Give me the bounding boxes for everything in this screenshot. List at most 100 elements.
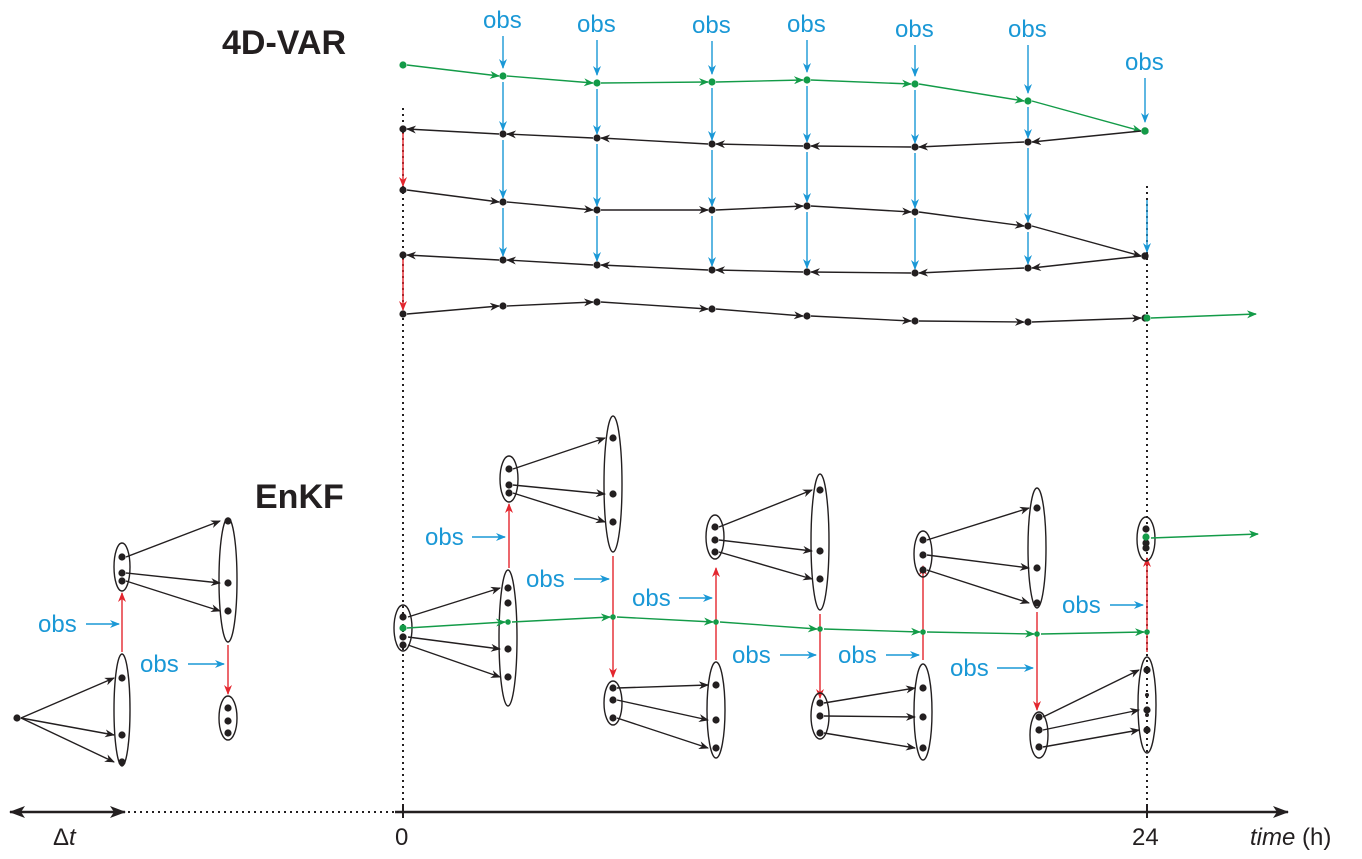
ensemble-member-dot — [711, 548, 719, 556]
var4d-row2-arrow — [918, 141, 1025, 151]
ensemble-mean-dot — [1144, 629, 1150, 635]
ensemble-member-dot — [505, 489, 513, 497]
ensemble-member-dot — [118, 758, 126, 766]
enkf-obs-label: obs — [632, 585, 671, 612]
var4d-row1-dot — [708, 78, 716, 86]
ensemble-member-dot — [816, 729, 824, 737]
var4d-row4-arrow — [406, 251, 500, 261]
ensemble-member-dot — [711, 523, 719, 531]
ensemble-member-dot — [1142, 544, 1150, 552]
dt-label: Δt — [53, 824, 77, 851]
var4d-row1-dot — [499, 72, 507, 80]
ensemble-ellipse — [1136, 516, 1156, 562]
ensemble-forecast-arrow — [926, 506, 1030, 541]
ensemble-ellipse — [498, 569, 518, 707]
var4d-row2-dot — [593, 134, 601, 142]
ensemble-forecast-arrow — [407, 644, 501, 678]
ensemble-member-dot — [712, 744, 720, 752]
var4d-row3-arrow — [715, 202, 804, 211]
ensemble-forecast-arrow — [718, 489, 813, 528]
ensemble-forecast-arrow — [20, 717, 115, 763]
ensemble-ellipse — [113, 653, 131, 767]
ensemble-forecast-arrow — [616, 699, 709, 722]
var4d-row4-dot — [1024, 264, 1032, 272]
var4d-row5-dot — [593, 298, 601, 306]
ensemble-member-dot — [118, 577, 126, 585]
ensemble-mean-dot — [610, 614, 616, 620]
var4d-row3-arrow — [406, 189, 500, 205]
ensemble-forecast-arrow — [407, 636, 501, 652]
var4d-row4-dot — [803, 268, 811, 276]
ensemble-ellipse — [499, 455, 519, 503]
ensemble-member-dot — [816, 699, 824, 707]
ensemble-forecast-arrow — [407, 586, 501, 618]
ensemble-ellipse — [1029, 711, 1049, 759]
enkf-forecast-mean-arrow — [1150, 530, 1259, 539]
ensemble-member-dot — [609, 714, 617, 722]
ensemble-member-dot — [919, 744, 927, 752]
ensemble-member-dot — [1143, 726, 1151, 734]
var4d-row3-dot — [399, 186, 407, 194]
var4d-row5-dot — [1024, 318, 1032, 326]
ensemble-ellipse — [1137, 656, 1157, 754]
ensemble-member-dot — [1143, 706, 1151, 714]
enkf-obs-label: obs — [526, 566, 565, 593]
ensemble-forecast-arrow — [125, 580, 221, 613]
enkf-mean-arrow — [719, 621, 818, 633]
ensemble-member-dot — [1142, 525, 1150, 533]
ensemble-member-dot — [504, 673, 512, 681]
ensemble-member-dot — [712, 716, 720, 724]
var4d-row3-arrow — [918, 211, 1025, 229]
ensemble-member-dot — [1142, 539, 1150, 547]
var4d-row5-dot — [499, 302, 507, 310]
var4d-row1-dot — [911, 80, 919, 88]
ensemble-member-dot — [919, 713, 927, 721]
ensemble-mean-dot — [713, 619, 719, 625]
ensemble-forecast-arrow — [926, 554, 1030, 571]
ensemble-member-dot — [609, 490, 617, 498]
var4d-row2-arrow — [1031, 130, 1142, 146]
ensemble-ellipse — [706, 661, 726, 759]
ensemble-ellipse — [603, 415, 623, 553]
ensemble-member-dot — [224, 729, 232, 737]
var4d-row2-dot — [708, 140, 716, 148]
enkf-mean-arrow — [926, 629, 1035, 638]
var4d-obs-label: obs — [787, 11, 826, 38]
ensemble-forecast-arrow — [926, 569, 1030, 605]
ensemble-member-dot — [711, 536, 719, 544]
var4d-row5-arrow — [506, 298, 594, 307]
ensemble-mean-dot — [817, 626, 823, 632]
ensemble-ellipse — [603, 680, 623, 726]
var4d-row3-arrow — [1031, 225, 1142, 258]
ensemble-member-dot — [919, 536, 927, 544]
time-label: time (h) — [1250, 824, 1331, 851]
var4d-row4-arrow — [918, 267, 1025, 277]
ensemble-forecast-arrow — [512, 492, 606, 524]
enkf-obs-label: obs — [38, 611, 77, 638]
var4d-obs-label: obs — [577, 11, 616, 38]
var4d-row1-arrow — [1031, 100, 1142, 133]
var4d-obs-label: obs — [1008, 16, 1047, 43]
ensemble-member-dot — [609, 684, 617, 692]
var4d-row3-dot — [803, 202, 811, 210]
ensemble-member-dot — [1035, 743, 1043, 751]
ensemble-member-dot — [504, 599, 512, 607]
ensemble-member-dot — [609, 518, 617, 526]
ensemble-member-dot — [1145, 713, 1149, 717]
ensemble-member-dot — [919, 566, 927, 574]
enkf-obs-label: obs — [838, 642, 877, 669]
ensemble-member-dot — [1145, 693, 1149, 697]
ensemble-forecast-arrow — [1042, 727, 1140, 748]
ensemble-forecast-arrow — [718, 539, 813, 554]
ensemble-member-dot — [224, 704, 232, 712]
ensemble-mean-dot — [1034, 631, 1040, 637]
ensemble-member-dot — [118, 731, 126, 739]
enkf-obs-label: obs — [140, 651, 179, 678]
ensemble-member-dot — [399, 633, 407, 641]
var4d-row1-arrow — [810, 79, 912, 88]
ensemble-forecast-arrow — [125, 520, 221, 558]
enkf-mean-arrow — [406, 618, 506, 629]
var4d-row5-arrow — [918, 317, 1025, 326]
ensemble-forecast-arrow — [1042, 707, 1140, 731]
ensemble-member-dot — [1033, 599, 1041, 607]
